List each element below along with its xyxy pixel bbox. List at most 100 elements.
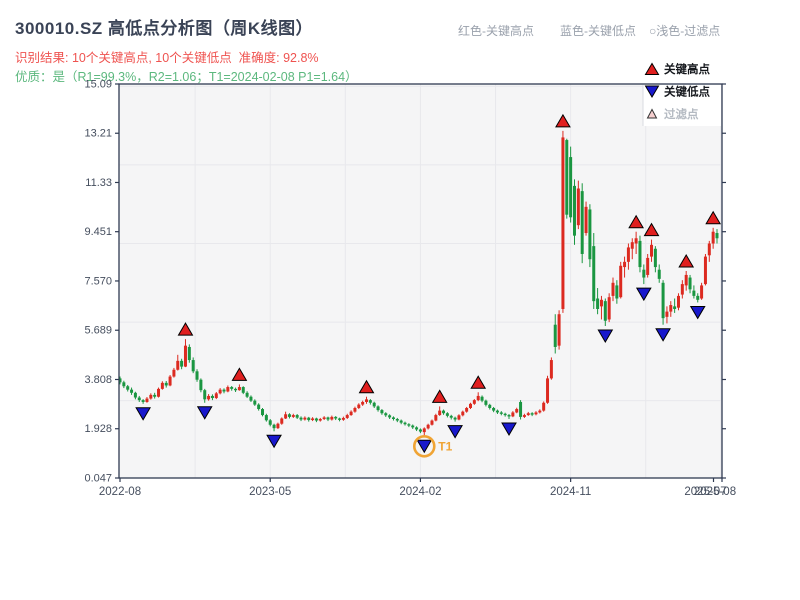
candle	[145, 396, 149, 403]
candle	[611, 277, 615, 302]
candle	[299, 416, 303, 422]
x-end-tick-label: 2025-07	[684, 486, 726, 498]
candle	[669, 301, 673, 317]
candle	[210, 394, 214, 401]
legend-item: 关键低点	[644, 85, 710, 99]
candle	[268, 418, 272, 427]
candle	[388, 414, 392, 419]
candle	[492, 406, 496, 413]
key-low-markers	[135, 287, 706, 454]
key-high-marker	[555, 113, 571, 128]
candle	[596, 288, 600, 315]
candle	[703, 253, 707, 286]
x-axis: 2022-08 2023-05 2024-02 2024-11 2025-072025-…	[99, 478, 736, 498]
candle	[569, 146, 573, 223]
candle	[214, 392, 218, 400]
candle	[160, 381, 164, 390]
candle	[130, 387, 134, 395]
candle	[183, 339, 187, 368]
candle	[322, 416, 326, 421]
candle	[349, 410, 353, 416]
candle	[118, 376, 122, 385]
legend-label: 过滤点	[664, 107, 699, 121]
key-low-marker	[266, 434, 282, 449]
candle	[345, 413, 349, 419]
candle	[334, 416, 338, 421]
candle	[126, 384, 130, 392]
candle	[311, 417, 315, 422]
candle	[230, 385, 234, 391]
candle	[137, 395, 141, 402]
candle	[480, 395, 484, 403]
candle	[484, 399, 488, 407]
candle	[399, 419, 403, 425]
candle	[176, 354, 180, 371]
candle	[561, 130, 565, 313]
candle	[395, 417, 399, 423]
candle	[430, 419, 434, 426]
legend-label: 关键高点	[664, 62, 710, 76]
candle	[407, 423, 411, 428]
candle	[653, 246, 657, 273]
candle	[503, 412, 507, 417]
candle	[157, 387, 161, 398]
candle	[515, 407, 519, 414]
candle	[592, 233, 596, 309]
candle	[391, 416, 395, 421]
candle	[326, 416, 330, 422]
candle	[580, 183, 584, 264]
y-tick-label: 5.689	[84, 325, 112, 337]
candle	[453, 416, 457, 422]
key-low-marker	[447, 425, 463, 439]
candle	[272, 423, 276, 432]
y-tick-label: 11.33	[85, 177, 112, 189]
candle	[280, 417, 284, 425]
candle	[218, 388, 222, 395]
key-low-marker	[597, 329, 614, 344]
candle	[122, 380, 126, 389]
key-low-marker	[635, 287, 652, 302]
candle	[241, 386, 245, 395]
key-high-marker	[431, 389, 448, 403]
grid-layer	[119, 84, 722, 478]
candle	[226, 385, 230, 393]
key-high-marker	[628, 214, 644, 229]
candle	[457, 414, 461, 421]
y-tick-label: 0.047	[84, 473, 112, 485]
candle	[680, 280, 684, 299]
candle	[445, 412, 449, 418]
y-tick-label: 7.570	[84, 275, 112, 287]
candle	[557, 310, 561, 350]
candle	[576, 180, 580, 230]
t1-label: T1	[438, 439, 452, 453]
candle	[318, 417, 322, 422]
candle	[603, 298, 607, 327]
candle	[692, 285, 696, 299]
candle	[153, 392, 157, 399]
legend-item: 过滤点	[646, 107, 699, 121]
x-tick-label: 2023-05	[249, 486, 291, 498]
candle	[199, 378, 203, 393]
key-low-marker	[416, 439, 433, 454]
candle	[295, 414, 299, 419]
t1-annotation: T1	[412, 434, 453, 458]
candle	[291, 413, 295, 418]
note-filtered: ○浅色-过滤点	[649, 24, 721, 38]
candle	[650, 239, 654, 262]
candle	[442, 409, 446, 415]
candle	[403, 421, 407, 426]
candle	[222, 388, 226, 394]
y-axis: 0.047 1.928 3.808 5.689 7.570 9.451 11.33 13.21…	[84, 79, 726, 485]
legend-box	[643, 85, 721, 126]
candle	[384, 412, 388, 417]
candle	[619, 261, 623, 299]
t1-circle-icon	[412, 434, 436, 458]
key-low-marker	[196, 406, 213, 420]
x-tick-label: 2024-11	[550, 486, 591, 498]
candle	[565, 138, 569, 219]
key-high-marker	[358, 379, 375, 394]
candle	[261, 407, 265, 417]
y-tick-label: 13.21	[84, 128, 112, 140]
candle	[623, 256, 627, 278]
y-tick-label: 9.451	[84, 226, 112, 238]
